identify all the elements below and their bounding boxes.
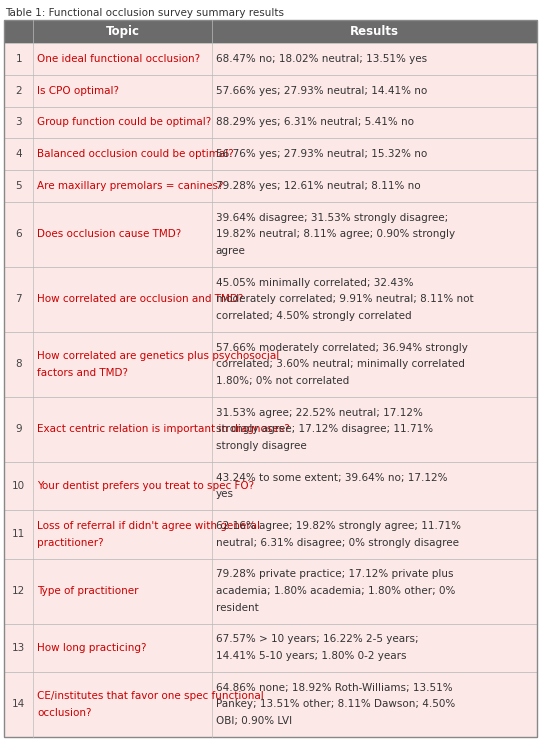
Text: 11: 11 — [12, 529, 25, 539]
Text: Balanced occlusion could be optimal?: Balanced occlusion could be optimal? — [37, 149, 234, 159]
Text: 45.05% minimally correlated; 32.43%: 45.05% minimally correlated; 32.43% — [216, 278, 413, 288]
Text: academia; 1.80% academia; 1.80% other; 0%: academia; 1.80% academia; 1.80% other; 0… — [216, 586, 455, 596]
Text: 62.16% agree; 19.82% strongly agree; 11.71%: 62.16% agree; 19.82% strongly agree; 11.… — [216, 521, 461, 531]
Text: 79.28% yes; 12.61% neutral; 8.11% no: 79.28% yes; 12.61% neutral; 8.11% no — [216, 181, 420, 191]
Text: moderately correlated; 9.91% neutral; 8.11% not: moderately correlated; 9.91% neutral; 8.… — [216, 294, 473, 305]
Text: Pankey; 13.51% other; 8.11% Dawson; 4.50%: Pankey; 13.51% other; 8.11% Dawson; 4.50… — [216, 700, 455, 709]
Bar — [4, 462, 537, 511]
Bar — [4, 396, 537, 462]
Text: 3: 3 — [15, 117, 22, 127]
Text: 43.24% to some extent; 39.64% no; 17.12%: 43.24% to some extent; 39.64% no; 17.12% — [216, 473, 447, 482]
Text: How correlated are occlusion and TMD?: How correlated are occlusion and TMD? — [37, 294, 243, 305]
Text: 14.41% 5-10 years; 1.80% 0-2 years: 14.41% 5-10 years; 1.80% 0-2 years — [216, 651, 406, 661]
Text: 12: 12 — [12, 586, 25, 596]
Bar — [4, 170, 537, 202]
Text: 6: 6 — [15, 229, 22, 239]
Text: 1.80%; 0% not correlated: 1.80%; 0% not correlated — [216, 376, 349, 386]
Text: Does occlusion cause TMD?: Does occlusion cause TMD? — [37, 229, 182, 239]
Text: 9: 9 — [15, 425, 22, 434]
Text: factors and TMD?: factors and TMD? — [37, 368, 128, 378]
Text: Group function could be optimal?: Group function could be optimal? — [37, 117, 212, 127]
Text: 57.66% moderately correlated; 36.94% strongly: 57.66% moderately correlated; 36.94% str… — [216, 342, 468, 353]
Text: resident: resident — [216, 602, 259, 613]
Text: CE/institutes that favor one spec functional: CE/institutes that favor one spec functi… — [37, 691, 264, 701]
Text: 1: 1 — [15, 54, 22, 64]
Text: 8: 8 — [15, 359, 22, 369]
Text: Are maxillary premolars = canines?: Are maxillary premolars = canines? — [37, 181, 224, 191]
Text: 79.28% private practice; 17.12% private plus: 79.28% private practice; 17.12% private … — [216, 570, 453, 579]
Text: correlated; 3.60% neutral; minimally correlated: correlated; 3.60% neutral; minimally cor… — [216, 359, 465, 369]
Text: practitioner?: practitioner? — [37, 538, 104, 548]
Text: How correlated are genetics plus psychosocial: How correlated are genetics plus psychos… — [37, 351, 280, 361]
Text: 57.66% yes; 27.93% neutral; 14.41% no: 57.66% yes; 27.93% neutral; 14.41% no — [216, 86, 427, 96]
Text: 56.76% yes; 27.93% neutral; 15.32% no: 56.76% yes; 27.93% neutral; 15.32% no — [216, 149, 427, 159]
Text: Results: Results — [350, 25, 399, 38]
Text: 5: 5 — [15, 181, 22, 191]
Text: 31.53% agree; 22.52% neutral; 17.12%: 31.53% agree; 22.52% neutral; 17.12% — [216, 408, 423, 418]
Bar — [4, 624, 537, 672]
Text: correlated; 4.50% strongly correlated: correlated; 4.50% strongly correlated — [216, 311, 412, 321]
Bar — [4, 43, 537, 75]
Text: strongly disagree: strongly disagree — [216, 441, 307, 451]
Text: How long practicing?: How long practicing? — [37, 642, 147, 653]
Text: agree: agree — [216, 246, 246, 256]
Text: Type of practitioner: Type of practitioner — [37, 586, 139, 596]
Text: 10: 10 — [12, 481, 25, 491]
Text: 13: 13 — [12, 642, 25, 653]
Text: 68.47% no; 18.02% neutral; 13.51% yes: 68.47% no; 18.02% neutral; 13.51% yes — [216, 54, 427, 64]
Bar — [4, 559, 537, 624]
Bar — [4, 672, 537, 737]
Bar — [4, 75, 537, 107]
Bar — [4, 202, 537, 267]
Text: Loss of referral if didn't agree with general: Loss of referral if didn't agree with ge… — [37, 521, 260, 531]
Text: neutral; 6.31% disagree; 0% strongly disagree: neutral; 6.31% disagree; 0% strongly dis… — [216, 538, 459, 548]
Bar — [4, 267, 537, 332]
Bar — [4, 107, 537, 139]
Text: 2: 2 — [15, 86, 22, 96]
Text: Exact centric relation is important in diagnoses?: Exact centric relation is important in d… — [37, 425, 290, 434]
Bar — [4, 20, 537, 43]
Text: 88.29% yes; 6.31% neutral; 5.41% no: 88.29% yes; 6.31% neutral; 5.41% no — [216, 117, 414, 127]
Text: 4: 4 — [15, 149, 22, 159]
Text: 19.82% neutral; 8.11% agree; 0.90% strongly: 19.82% neutral; 8.11% agree; 0.90% stron… — [216, 229, 455, 239]
Text: Your dentist prefers you treat to spec FO?: Your dentist prefers you treat to spec F… — [37, 481, 254, 491]
Text: Is CPO optimal?: Is CPO optimal? — [37, 86, 120, 96]
Text: One ideal functional occlusion?: One ideal functional occlusion? — [37, 54, 200, 64]
Text: Topic: Topic — [105, 25, 140, 38]
Text: 67.57% > 10 years; 16.22% 2-5 years;: 67.57% > 10 years; 16.22% 2-5 years; — [216, 634, 419, 645]
Text: 14: 14 — [12, 700, 25, 709]
Bar — [4, 511, 537, 559]
Bar — [4, 332, 537, 396]
Text: 64.86% none; 18.92% Roth-Williams; 13.51%: 64.86% none; 18.92% Roth-Williams; 13.51… — [216, 683, 452, 693]
Text: OBI; 0.90% LVI: OBI; 0.90% LVI — [216, 716, 292, 726]
Bar — [4, 139, 537, 170]
Text: occlusion?: occlusion? — [37, 708, 92, 718]
Text: strongly agree; 17.12% disagree; 11.71%: strongly agree; 17.12% disagree; 11.71% — [216, 425, 433, 434]
Text: yes: yes — [216, 489, 234, 499]
Text: 39.64% disagree; 31.53% strongly disagree;: 39.64% disagree; 31.53% strongly disagre… — [216, 213, 448, 222]
Text: Table 1: Functional occlusion survey summary results: Table 1: Functional occlusion survey sum… — [5, 8, 284, 18]
Text: 7: 7 — [15, 294, 22, 305]
